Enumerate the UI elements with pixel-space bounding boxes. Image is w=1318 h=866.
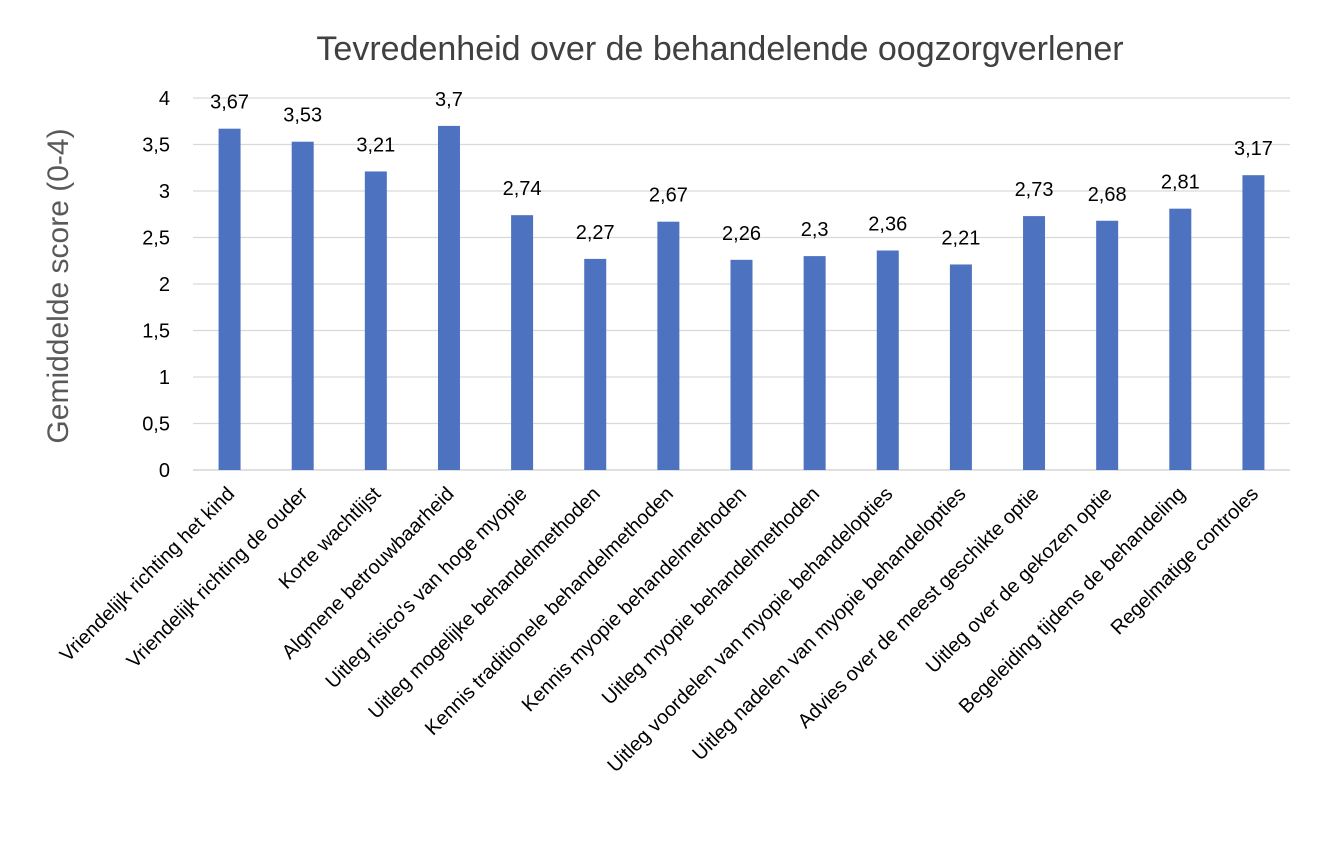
data-label: 2,67 <box>649 185 688 207</box>
data-label: 2,68 <box>1088 184 1127 206</box>
data-label: 3,53 <box>283 105 322 127</box>
bar <box>364 171 387 470</box>
bar <box>949 264 972 470</box>
y-tick-label: 0 <box>159 460 170 482</box>
y-axis-title: Gemiddelde score (0-4) <box>42 128 75 443</box>
data-label: 3,67 <box>210 92 249 114</box>
bar <box>730 259 753 470</box>
bar <box>657 221 680 470</box>
data-label: 3,17 <box>1234 138 1273 160</box>
bar <box>1242 175 1265 470</box>
data-label: 2,81 <box>1161 172 1200 194</box>
bar <box>876 250 899 470</box>
y-tick-label: 2,5 <box>142 228 170 250</box>
y-tick-label: 1,5 <box>142 321 170 343</box>
data-label: 2,73 <box>1015 179 1054 201</box>
bar <box>1023 216 1046 470</box>
y-tick-label: 3 <box>159 181 170 203</box>
y-axis-ticks: 0 0,5 1 1,5 2 2,5 3 3,5 4 <box>142 88 170 482</box>
data-label: 2,74 <box>503 178 542 200</box>
y-tick-label: 4 <box>159 88 170 110</box>
data-labels: 3,67 3,53 3,21 3,7 2,74 2,27 2,67 2,26 2,3 2,36 2,… <box>210 89 1273 250</box>
data-label: 2,36 <box>868 214 907 236</box>
data-label: 2,27 <box>576 222 615 244</box>
x-axis-ticks: Vriendelijk richting het kindVriendelijk… <box>56 483 1263 777</box>
bar <box>584 258 607 470</box>
bar <box>218 128 241 470</box>
bar <box>511 215 534 470</box>
x-tick-label: Uitleg nadelen van myopie behandelopties <box>688 483 970 765</box>
bar <box>1096 220 1119 470</box>
data-label: 2,26 <box>722 223 761 245</box>
bar <box>291 141 314 470</box>
bars <box>218 125 1265 471</box>
bar <box>803 256 826 470</box>
data-label: 3,7 <box>435 89 463 111</box>
data-label: 2,3 <box>801 219 829 241</box>
y-tick-label: 3,5 <box>142 135 170 157</box>
data-label: 2,21 <box>941 227 980 249</box>
y-tick-label: 0,5 <box>142 414 170 436</box>
x-tick-label: Regelmatige controles <box>1107 483 1263 639</box>
data-label: 3,21 <box>356 134 395 156</box>
y-tick-label: 1 <box>159 367 170 389</box>
y-tick-label: 2 <box>159 274 170 296</box>
bar <box>437 125 460 471</box>
bar <box>1169 208 1192 471</box>
chart-title: Tevredenheid over de behandelende oogzor… <box>316 30 1123 68</box>
